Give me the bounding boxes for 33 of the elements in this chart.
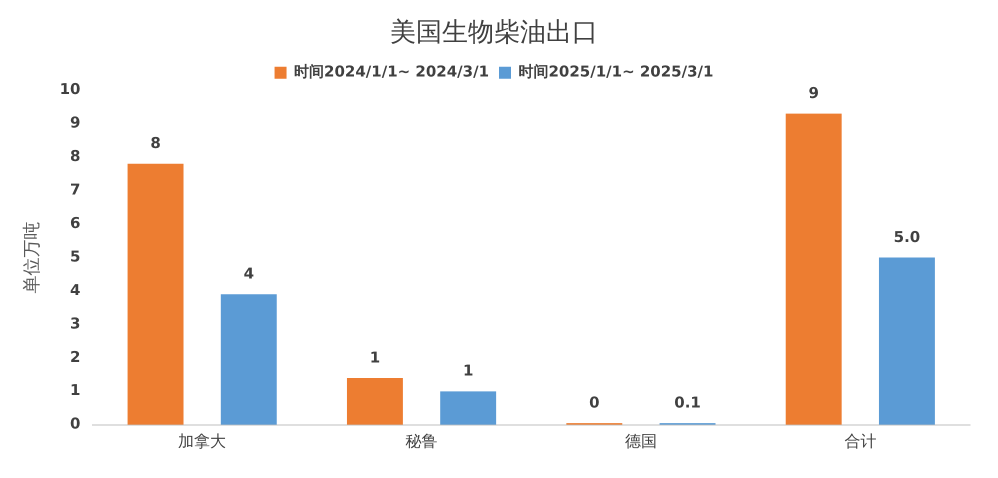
x-tick-label: 加拿大 bbox=[178, 432, 226, 451]
bar bbox=[128, 164, 184, 425]
x-tick-label: 合计 bbox=[844, 432, 876, 451]
data-label: 5.0 bbox=[894, 228, 920, 246]
legend-label: 时间2025/1/1~ 2025/3/1 bbox=[518, 62, 714, 81]
data-label: 9 bbox=[808, 84, 819, 102]
y-tick-label: 3 bbox=[70, 314, 80, 332]
bar bbox=[346, 378, 403, 425]
chart-title: 美国生物柴油出口 bbox=[390, 17, 598, 48]
bar bbox=[786, 114, 842, 425]
y-tick-label: 2 bbox=[70, 348, 80, 366]
y-tick-label: 1 bbox=[70, 381, 80, 400]
legend-label: 时间2024/1/1~ 2024/3/1 bbox=[294, 62, 490, 81]
x-tick-label: 秘鲁 bbox=[406, 432, 438, 451]
data-label: 0 bbox=[589, 394, 600, 412]
y-tick-label: 8 bbox=[70, 147, 80, 166]
data-label: 1 bbox=[462, 362, 474, 380]
data-label: 4 bbox=[244, 264, 254, 283]
y-tick-label: 7 bbox=[70, 180, 80, 198]
y-tick-label: 9 bbox=[70, 114, 80, 132]
y-tick-label: 0 bbox=[70, 414, 80, 433]
data-label: 8 bbox=[150, 134, 161, 152]
y-tick-label: 10 bbox=[60, 80, 80, 98]
y-tick-label: 5 bbox=[70, 247, 80, 266]
data-label: 1 bbox=[370, 348, 380, 366]
data-label: 0.1 bbox=[674, 394, 701, 412]
x-tick-label: 德国 bbox=[624, 432, 657, 451]
bar bbox=[440, 391, 496, 425]
y-tick-label: 4 bbox=[70, 280, 80, 299]
y-tick-label: 6 bbox=[70, 214, 80, 232]
bar bbox=[878, 258, 935, 425]
y-axis-title: 单位万吨 bbox=[21, 222, 42, 294]
bar bbox=[220, 294, 277, 425]
